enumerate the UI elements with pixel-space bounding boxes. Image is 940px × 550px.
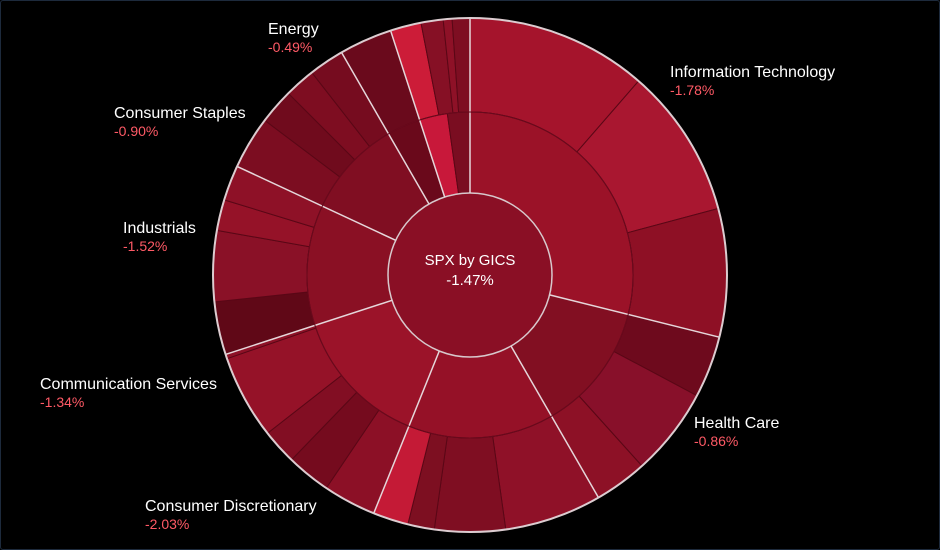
sector-label-name: Information Technology bbox=[670, 64, 835, 81]
sector-divider bbox=[225, 299, 393, 356]
sector-label-change: -0.49% bbox=[268, 39, 312, 55]
middle-ring-border bbox=[306, 111, 634, 439]
sector-label-name: Communication Services bbox=[40, 376, 217, 393]
sector-divider bbox=[389, 30, 446, 198]
sector-label-change: -1.34% bbox=[40, 394, 84, 410]
sector-label-change: -1.52% bbox=[123, 238, 167, 254]
sector-divider bbox=[510, 345, 600, 498]
sunburst-rings bbox=[212, 17, 728, 533]
sector-divider bbox=[373, 350, 440, 514]
sector-label-change: -0.90% bbox=[114, 123, 158, 139]
sector-divider bbox=[549, 294, 720, 338]
sector-label-name: Health Care bbox=[694, 415, 779, 432]
sector-labels: Information Technology-1.78%Health Care-… bbox=[40, 21, 835, 532]
sector-label-name: Industrials bbox=[123, 220, 196, 237]
sector-label-name: Consumer Discretionary bbox=[145, 498, 317, 515]
sector-divider bbox=[340, 52, 430, 205]
sector-label-name: Energy bbox=[268, 21, 319, 38]
center-title: SPX by GICS bbox=[425, 252, 516, 269]
outer-ring-border bbox=[212, 17, 728, 533]
sector-label-name: Consumer Staples bbox=[114, 105, 246, 122]
center-value: -1.47% bbox=[446, 272, 494, 289]
chart-center: SPX by GICS -1.47% bbox=[425, 252, 516, 289]
sector-label-change: -2.03% bbox=[145, 516, 189, 532]
sector-label-change: -1.78% bbox=[670, 82, 714, 98]
sector-divider bbox=[236, 165, 396, 242]
sector-label-change: -0.86% bbox=[694, 433, 738, 449]
